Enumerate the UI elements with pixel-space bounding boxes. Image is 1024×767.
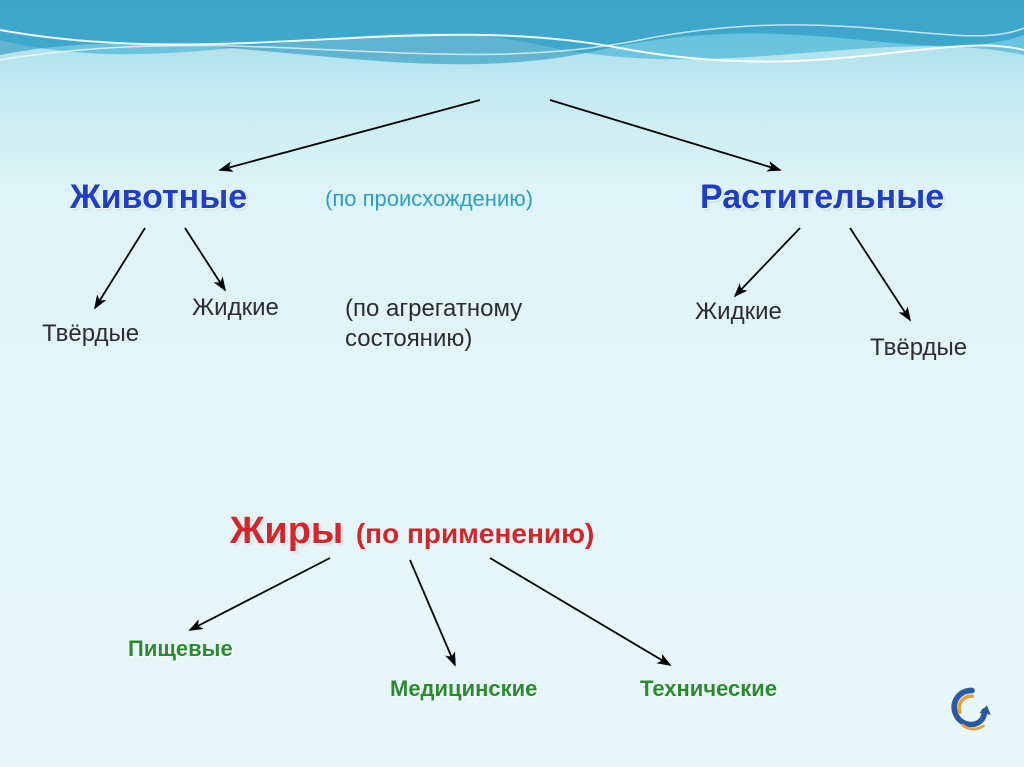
plants-solid: Твёрдые <box>870 334 967 362</box>
leaf-food: Пищевые <box>128 636 233 662</box>
state-caption: (по агрегатному состоянию) <box>345 294 522 354</box>
fats-heading: Жиры <box>230 510 343 552</box>
fats-heading-sub: (по применению) <box>356 518 594 549</box>
leaf-technical: Технические <box>640 676 777 702</box>
plants-title: Растительные <box>700 178 944 217</box>
fats-heading-row: Жиры (по применению) <box>230 510 594 553</box>
swirl-arrow-icon <box>944 683 1000 739</box>
animals-liquid: Жидкие <box>192 294 279 322</box>
animals-title: Животные <box>70 178 247 217</box>
plants-liquid: Жидкие <box>695 298 782 326</box>
origin-caption: (по происхождению) <box>325 186 533 212</box>
animals-solid: Твёрдые <box>42 320 139 348</box>
leaf-medical: Медицинские <box>390 676 537 702</box>
wave-decoration <box>0 0 1024 140</box>
